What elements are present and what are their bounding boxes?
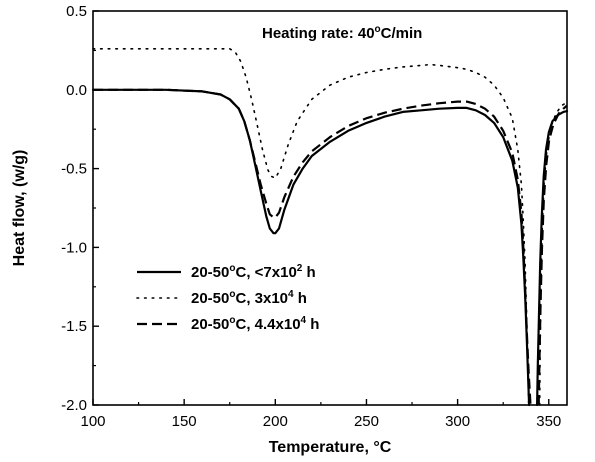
series-dashed-line-2 <box>93 88 532 406</box>
y-axis-ticks: 0.5 0.0 -0.5 -1.0 -1.5 -2.0 <box>61 3 99 414</box>
y-tick-label: -2.0 <box>61 397 87 414</box>
legend-entry: 20-50oC, 4.4x104 h <box>191 315 319 333</box>
series-solid-line-0 <box>91 88 531 407</box>
y-tick-label: -1.0 <box>61 239 87 256</box>
series-dashed-line-5 <box>537 104 568 406</box>
x-tick-label: 200 <box>263 413 288 430</box>
y-axis-title: Heat flow, (w/g) <box>11 150 28 267</box>
heating-rate-annotation: Heating rate: 40oC/min <box>262 24 422 42</box>
x-axis-ticks: 100 150 200 250 300 350 <box>80 399 561 430</box>
series-dotted-line-4 <box>538 101 568 406</box>
x-tick-label: 250 <box>354 413 379 430</box>
legend-entry: 20-50oC, <7x102 h <box>191 263 316 281</box>
x-tick-label: 100 <box>80 413 105 430</box>
x-tick-label: 150 <box>172 413 197 430</box>
x-axis-title: Temperature, °C <box>269 439 392 456</box>
legend: 20-50oC, <7x102 h 20-50oC, 3x104 h 20-50oC… <box>136 263 319 333</box>
y-tick-label: 0.5 <box>66 3 87 20</box>
x-tick-label: 300 <box>445 413 470 430</box>
y-tick-label: -1.5 <box>61 318 87 335</box>
y-tick-label: -0.5 <box>61 161 87 178</box>
series-solid-line-3 <box>536 110 569 407</box>
x-tick-label: 350 <box>536 413 561 430</box>
plot-frame <box>92 10 568 406</box>
series-dotted-line-1 <box>92 48 530 406</box>
series-layer <box>91 48 569 407</box>
legend-entry: 20-50oC, 3x104 h <box>191 289 307 307</box>
y-tick-label: 0.0 <box>66 82 87 99</box>
